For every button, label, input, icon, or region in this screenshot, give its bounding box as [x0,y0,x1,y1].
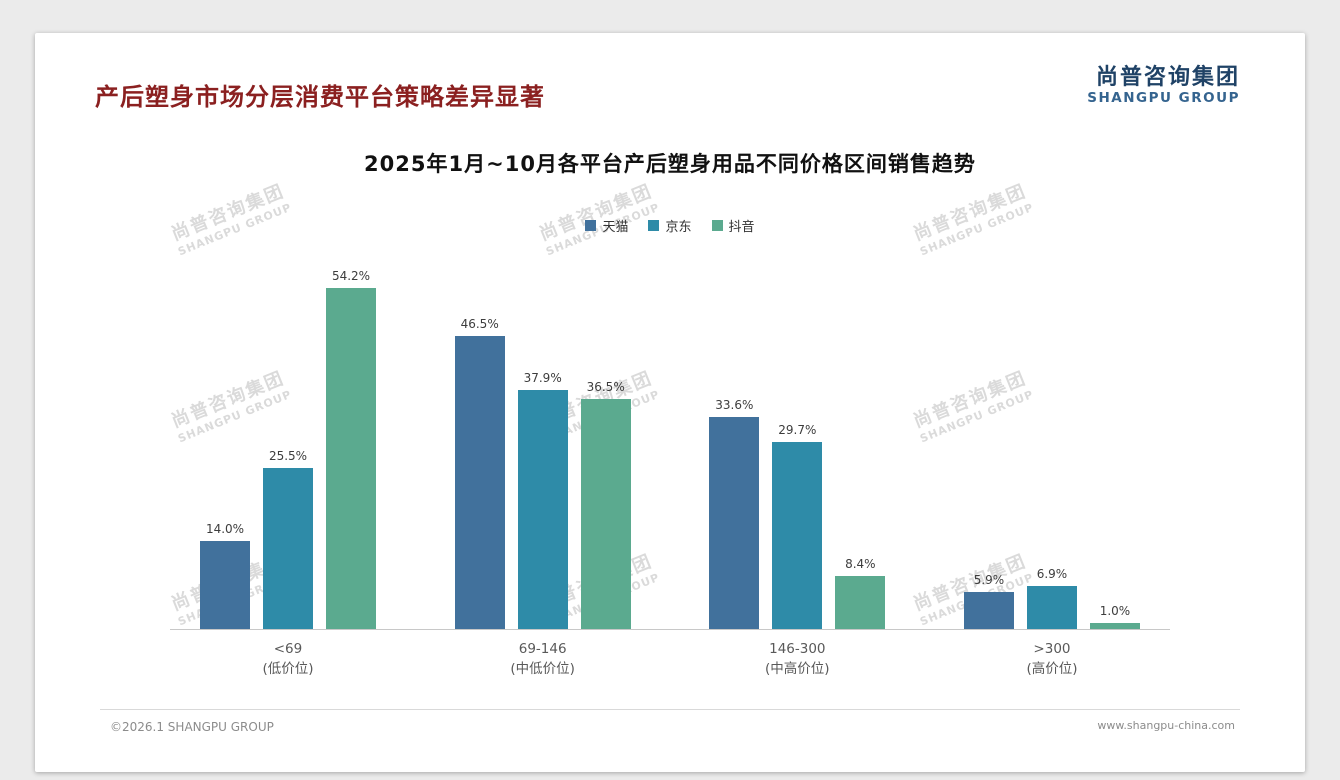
legend-swatch [648,220,660,231]
bar-wrap: 8.4% [835,557,886,629]
bar-wrap: 36.5% [580,380,631,629]
bar-抖音 [1089,623,1140,629]
company-logo: 尚普咨询集团 SHANGPU GROUP [1087,65,1240,106]
bar-value-label: 54.2% [331,269,371,283]
bar-京东 [772,442,823,629]
bar-wrap: 25.5% [263,449,313,629]
legend-swatch [711,220,723,231]
bar-value-label: 37.9% [523,371,562,385]
legend-label: 抖音 [728,220,755,235]
x-axis-range: 146-300 [769,641,826,657]
bar-value-label: 33.6% [715,398,754,412]
legend-item-天猫: 天猫 [585,216,628,235]
bar-value-label: 36.5% [586,380,625,394]
bar-value-label: 29.7% [778,423,817,437]
bar-wrap: 37.9% [517,371,568,629]
bar-group-146-300: 33.6% 29.7% 8.4% 146-300 (中高价位) [709,255,886,677]
x-axis-label: <69 (低价位) [262,639,313,680]
bar-value-label: 1.0% [1099,604,1131,618]
footer-copyright: ©2026.1 SHANGPU GROUP [110,720,274,734]
legend-item-抖音: 抖音 [711,216,755,235]
bar-wrap: 33.6% [709,398,760,629]
bar-group-69-146: 46.5% 37.9% 36.5% 69-146 (中低价位) [454,255,631,677]
bar-value-label: 46.5% [460,317,499,331]
x-axis-label: 146-300 (中高价位) [765,639,830,680]
legend-label: 京东 [665,220,692,235]
slide-card: 产后塑身市场分层消费平台策略差异显著 尚普咨询集团 SHANGPU GROUP … [35,33,1305,772]
footer-website: www.shangpu-china.com [1097,719,1235,732]
bar-group-<69: 14.0% 25.5% 54.2% <69 (低价位) [200,255,376,677]
bar-抖音 [326,288,376,629]
bar-wrap: 14.0% [200,522,250,629]
x-axis-range: <69 [273,641,303,657]
bar-抖音 [580,399,631,629]
legend-swatch [585,220,597,231]
bar-京东 [1026,586,1077,629]
bar-wrap: 1.0% [1089,604,1140,629]
legend-label: 天猫 [602,220,629,235]
bar-value-label: 14.0% [205,522,245,536]
bar-wrap: 54.2% [326,269,376,629]
x-axis-tier: (低价位) [262,661,314,678]
watermark-text-cn: 尚普咨询集团 [910,180,1030,246]
bar-抖音 [835,576,886,629]
bar-天猫 [963,592,1014,629]
bar-chart-plot: 14.0% 25.5% 54.2% <69 (低价位) 46.5% 37.9% 36.5% 69… [170,255,1170,677]
bar-group->300: 5.9% 6.9% 1.0% >300 (高价位) [963,255,1140,677]
logo-text-en: SHANGPU GROUP [1087,90,1240,107]
bar-wrap: 46.5% [454,317,505,629]
x-axis-label: >300 (高价位) [1026,639,1077,680]
bar-wrap: 6.9% [1026,567,1077,629]
footer-divider [100,709,1240,710]
bar-wrap: 29.7% [772,423,823,629]
bar-天猫 [709,417,760,629]
bar-value-label: 25.5% [268,449,308,463]
bar-京东 [263,468,313,629]
x-axis-tier: (高价位) [1026,661,1078,678]
page-title: 产后塑身市场分层消费平台策略差异显著 [95,83,545,111]
x-axis-range: 69-146 [518,641,567,657]
legend-item-京东: 京东 [648,216,692,235]
chart-title: 2025年1月~10月各平台产后塑身用品不同价格区间销售趋势 [364,152,976,176]
logo-text-cn: 尚普咨询集团 [1095,65,1240,90]
watermark-text-cn: 尚普咨询集团 [168,180,288,246]
x-axis-tier: (中高价位) [765,661,830,678]
bar-value-label: 8.4% [845,557,876,571]
x-axis-range: >300 [1033,641,1071,657]
bar-value-label: 5.9% [973,573,1005,587]
bar-京东 [517,390,568,629]
bar-value-label: 6.9% [1036,567,1068,581]
bar-天猫 [200,541,250,629]
x-axis-label: 69-146 (中低价位) [510,639,575,680]
bar-wrap: 5.9% [963,573,1014,629]
x-axis-tier: (中低价位) [510,661,575,678]
watermark-text-cn: 尚普咨询集团 [536,180,656,246]
bar-天猫 [454,336,505,629]
chart-legend: 天猫 京东 抖音 [35,216,1305,235]
